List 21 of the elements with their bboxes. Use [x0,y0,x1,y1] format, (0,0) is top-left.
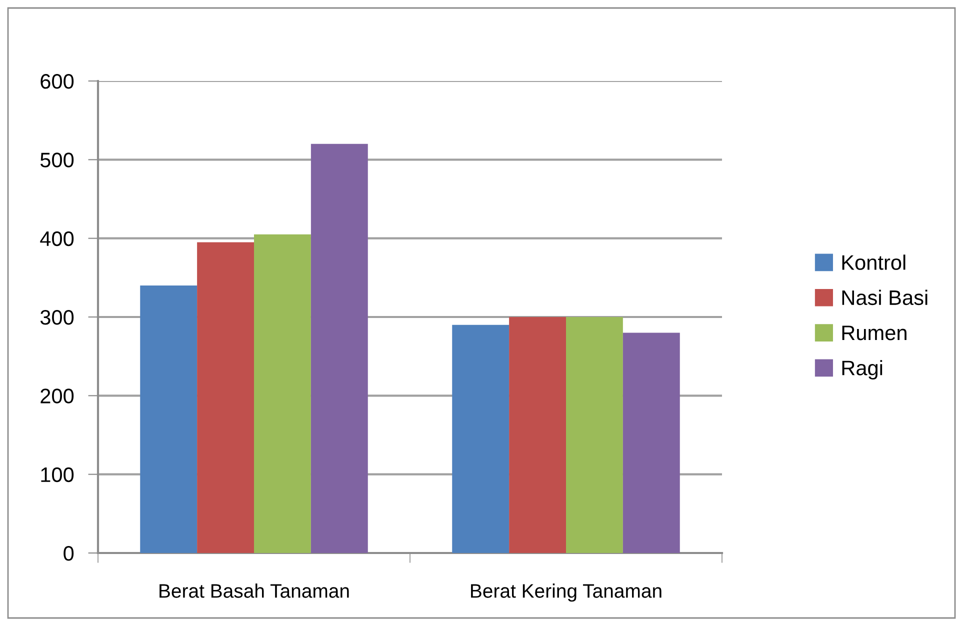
bar [254,234,311,553]
legend-label: Rumen [842,326,906,340]
y-tick-label: 600 [40,74,74,89]
bar [310,144,368,553]
y-tick-label: 0 [64,546,74,561]
legend-label: Ragi [842,360,882,380]
y-tick-label: 100 [41,467,74,482]
y-tick-label: 500 [40,152,74,168]
legend-label: Nasi Basi [842,290,928,306]
y-tick-label: 200 [40,388,74,404]
legend-label: Kontrol [842,254,906,270]
y-tick-label: 400 [40,231,74,246]
bar [197,242,254,553]
bar [452,324,510,553]
y-tick-label: 300 [40,310,74,325]
bar [622,332,680,553]
bar [509,317,566,553]
x-tick-label: Berat Kering Tanaman [471,584,662,602]
bar [140,286,198,553]
x-tick-label: Berat Basah Tanaman [160,584,349,598]
bar [566,317,623,553]
